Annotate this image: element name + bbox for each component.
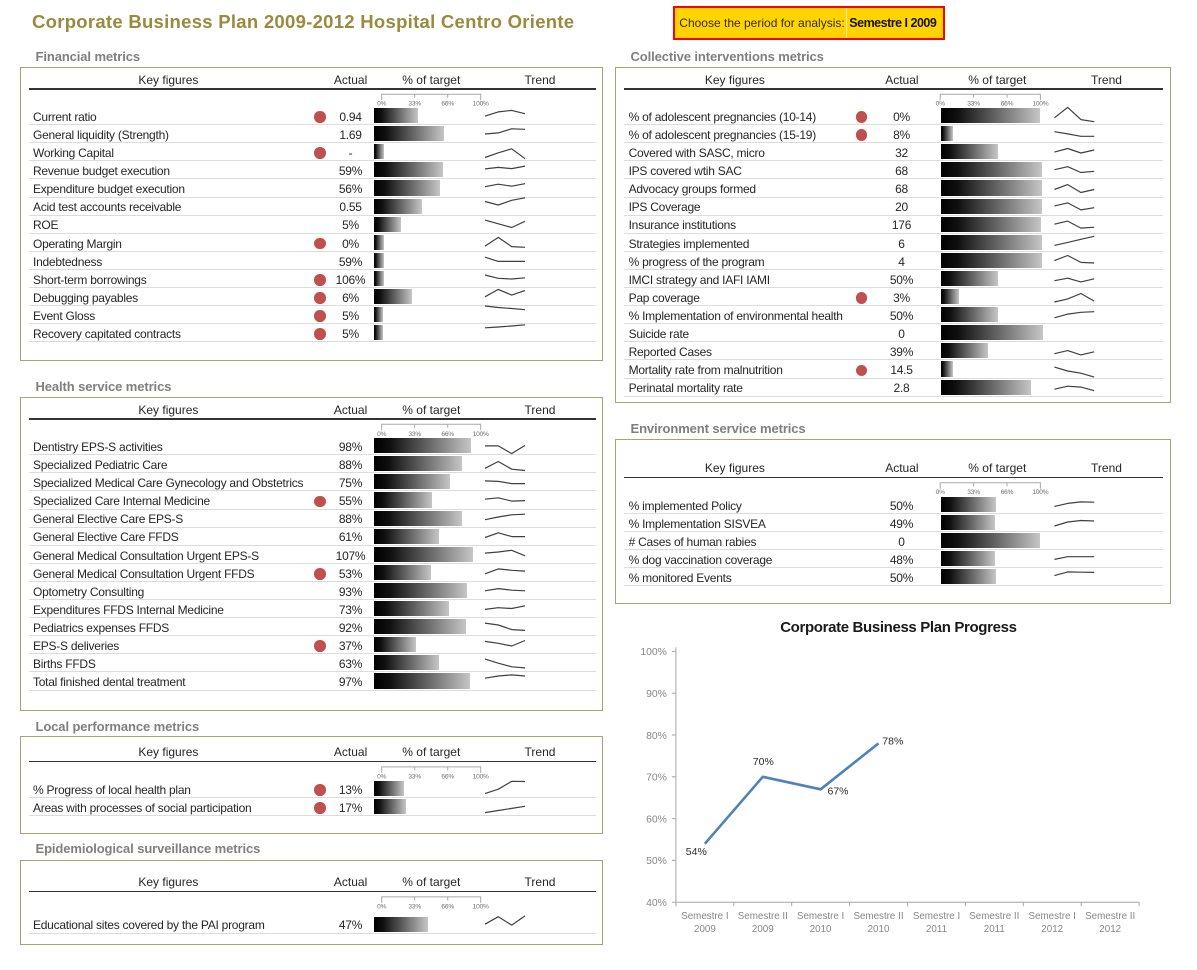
- svg-text:2012: 2012: [1099, 924, 1121, 935]
- svg-text:2011: 2011: [926, 924, 947, 935]
- svg-text:100%: 100%: [1032, 489, 1048, 496]
- svg-text:2009: 2009: [694, 924, 716, 935]
- svg-text:Semestre II: Semestre II: [1085, 911, 1135, 922]
- svg-text:66%: 66%: [441, 903, 454, 910]
- svg-text:33%: 33%: [408, 773, 421, 780]
- svg-text:60%: 60%: [646, 814, 667, 825]
- svg-text:33%: 33%: [967, 489, 980, 496]
- svg-text:0%: 0%: [377, 431, 386, 438]
- svg-text:66%: 66%: [441, 773, 454, 780]
- svg-text:100%: 100%: [473, 903, 489, 910]
- svg-text:54%: 54%: [686, 846, 707, 858]
- svg-text:2011: 2011: [984, 924, 1005, 935]
- svg-text:66%: 66%: [441, 101, 454, 108]
- svg-text:2010: 2010: [868, 924, 890, 935]
- svg-text:Semestre I: Semestre I: [797, 911, 844, 922]
- svg-text:2009: 2009: [752, 924, 774, 935]
- svg-text:0%: 0%: [377, 101, 386, 108]
- svg-text:2010: 2010: [810, 924, 832, 935]
- svg-text:33%: 33%: [408, 903, 421, 910]
- svg-text:33%: 33%: [408, 431, 421, 438]
- svg-text:70%: 70%: [646, 773, 667, 784]
- svg-text:66%: 66%: [441, 431, 454, 438]
- svg-text:100%: 100%: [640, 647, 667, 658]
- svg-text:80%: 80%: [646, 731, 667, 742]
- svg-text:Semestre II: Semestre II: [853, 911, 903, 922]
- svg-text:Semestre II: Semestre II: [969, 911, 1019, 922]
- svg-text:40%: 40%: [646, 898, 667, 909]
- svg-text:33%: 33%: [408, 101, 421, 108]
- svg-text:66%: 66%: [1001, 101, 1014, 108]
- svg-text:Semestre I: Semestre I: [681, 911, 728, 922]
- svg-text:33%: 33%: [967, 101, 980, 108]
- svg-text:67%: 67%: [827, 785, 848, 797]
- svg-text:90%: 90%: [646, 689, 667, 700]
- svg-text:70%: 70%: [753, 756, 774, 768]
- svg-text:100%: 100%: [473, 431, 489, 438]
- svg-text:Semestre I: Semestre I: [1029, 911, 1076, 922]
- svg-text:100%: 100%: [473, 101, 489, 108]
- svg-text:Semestre I: Semestre I: [913, 911, 960, 922]
- svg-text:Semestre II: Semestre II: [738, 911, 788, 922]
- svg-text:50%: 50%: [646, 856, 667, 867]
- svg-text:78%: 78%: [882, 736, 903, 748]
- svg-text:100%: 100%: [473, 773, 489, 780]
- svg-text:0%: 0%: [377, 903, 386, 910]
- svg-text:2012: 2012: [1041, 924, 1063, 935]
- svg-text:0%: 0%: [936, 489, 945, 496]
- svg-text:100%: 100%: [1032, 101, 1048, 108]
- svg-text:66%: 66%: [1001, 489, 1014, 496]
- svg-text:0%: 0%: [936, 101, 945, 108]
- svg-text:0%: 0%: [377, 773, 386, 780]
